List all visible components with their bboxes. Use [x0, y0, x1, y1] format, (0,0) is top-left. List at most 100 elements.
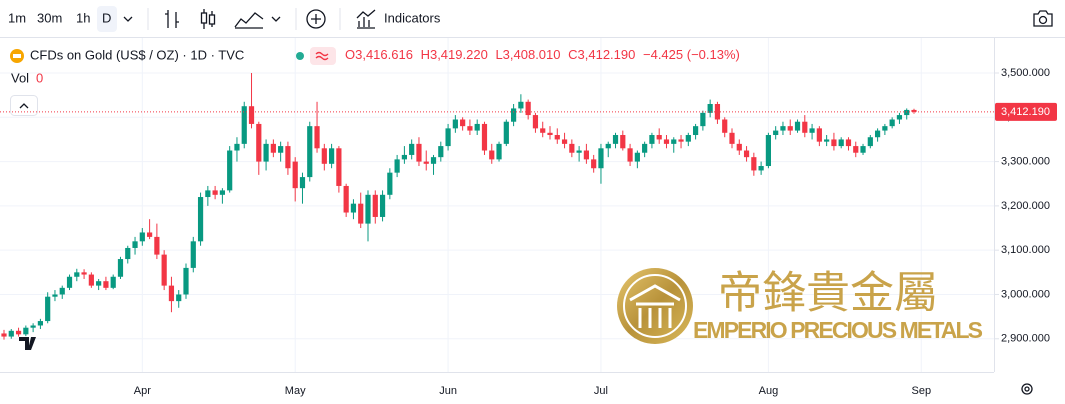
candle-body — [518, 101, 524, 109]
x-tick-label: Sep — [911, 385, 931, 397]
candle-body — [867, 137, 873, 147]
candle-body — [678, 139, 684, 142]
chevron[interactable] — [123, 16, 133, 22]
candle-body — [583, 150, 589, 160]
candle-body — [481, 123, 488, 151]
candle-body — [234, 143, 240, 151]
candle-body — [350, 203, 357, 213]
candle-body — [66, 276, 73, 288]
candle-body — [751, 157, 757, 171]
watermark-chinese: 帝鋒貴金屬 — [718, 268, 938, 319]
candle-body — [387, 172, 393, 195]
toolbar: 1m 30m 1h D Indicators — [0, 6, 1065, 38]
y-tick-label: 3,500.000 — [1001, 67, 1050, 79]
candle-body — [430, 157, 437, 164]
candle-body — [278, 146, 284, 153]
interval-button[interactable]: D — [102, 10, 111, 25]
candle-body — [620, 135, 626, 149]
candle-body — [765, 135, 771, 167]
data-status-bg[interactable] — [310, 47, 336, 65]
candle-body — [540, 128, 546, 133]
tv-logo[interactable] — [19, 337, 36, 350]
candle-body — [241, 106, 247, 144]
candles-icon-body — [200, 12, 208, 24]
interval-button[interactable]: 30m — [37, 10, 62, 25]
candle-body — [416, 143, 422, 162]
candle-body — [467, 126, 473, 131]
candle-body — [773, 130, 779, 136]
candle-body — [722, 119, 728, 133]
candle-body — [853, 146, 859, 153]
camera-icon[interactable] — [1033, 10, 1053, 27]
candle-body — [423, 161, 429, 164]
watermark-logo-ring — [623, 274, 687, 338]
candles — [1, 72, 917, 340]
candle-body — [52, 294, 58, 297]
candle-body — [787, 126, 793, 131]
candle-body — [15, 330, 22, 335]
add-icon[interactable] — [306, 9, 326, 29]
candle-body — [816, 128, 822, 142]
candle-body — [81, 272, 87, 275]
area-icon[interactable] — [234, 12, 264, 29]
active-interval-bg — [97, 6, 117, 32]
market-status[interactable] — [296, 52, 304, 60]
candle-body — [358, 203, 364, 224]
data-status-icon — [315, 51, 329, 61]
chevron[interactable] — [271, 16, 281, 22]
candle-body — [911, 109, 917, 112]
candle-body — [205, 190, 211, 198]
candle-body — [904, 109, 910, 116]
candle-body — [896, 115, 903, 120]
candle-body — [110, 276, 116, 288]
candle-body — [496, 143, 502, 160]
candle-body — [401, 154, 407, 160]
candle-body — [758, 166, 764, 171]
indicators-button[interactable]: Indicators — [384, 10, 441, 25]
watermark-logo — [617, 268, 693, 344]
candle-body — [707, 104, 713, 113]
interval-button[interactable]: 1h — [76, 10, 90, 25]
settings-icon-center — [1024, 386, 1030, 392]
candle-body — [96, 281, 102, 286]
candle-body — [605, 143, 611, 149]
candle-body — [1, 333, 7, 337]
candle-body — [176, 294, 182, 302]
candle-body — [532, 115, 539, 129]
x-tick-label: May — [285, 385, 306, 397]
collapse-button[interactable] — [10, 95, 38, 116]
candle-body — [409, 143, 415, 155]
candle-body — [379, 194, 386, 217]
watermark: 帝鋒貴金屬 EMPERIO PRECIOUS METALS — [617, 268, 983, 344]
settings-icon[interactable] — [1021, 383, 1033, 395]
indicators-icon[interactable] — [356, 9, 376, 29]
interval-button[interactable]: 1m — [8, 10, 26, 25]
high-value: H3,419.220 — [421, 47, 488, 62]
candle-body — [292, 161, 298, 189]
candle-body — [183, 267, 189, 295]
change-value: −4.425 (−0.13%) — [643, 47, 740, 62]
bars-icon[interactable] — [165, 10, 179, 28]
y-tick-label: 3,200.000 — [1001, 200, 1050, 212]
candle-body — [343, 185, 349, 213]
candle-body — [860, 146, 866, 153]
candle-body — [685, 135, 691, 142]
candle-body — [45, 296, 51, 322]
candle-body — [627, 148, 633, 162]
candle-body — [103, 281, 109, 288]
candle-body — [569, 143, 575, 153]
candle-body — [554, 135, 560, 140]
candle-body — [372, 194, 378, 217]
candle-body — [74, 272, 80, 277]
candle-body — [285, 146, 291, 169]
candle-body — [394, 159, 400, 173]
candle-body — [197, 197, 204, 242]
candle-body — [117, 259, 124, 277]
symbol-logo-bar — [13, 54, 21, 58]
candle-body — [503, 121, 509, 144]
last-price-box — [995, 102, 1057, 121]
symbol-title[interactable]: CFDs on Gold (US$ / OZ) · 1D · TVC — [30, 47, 244, 62]
candle-body — [256, 123, 262, 162]
candle-body — [125, 247, 131, 260]
candle-body — [794, 121, 801, 131]
